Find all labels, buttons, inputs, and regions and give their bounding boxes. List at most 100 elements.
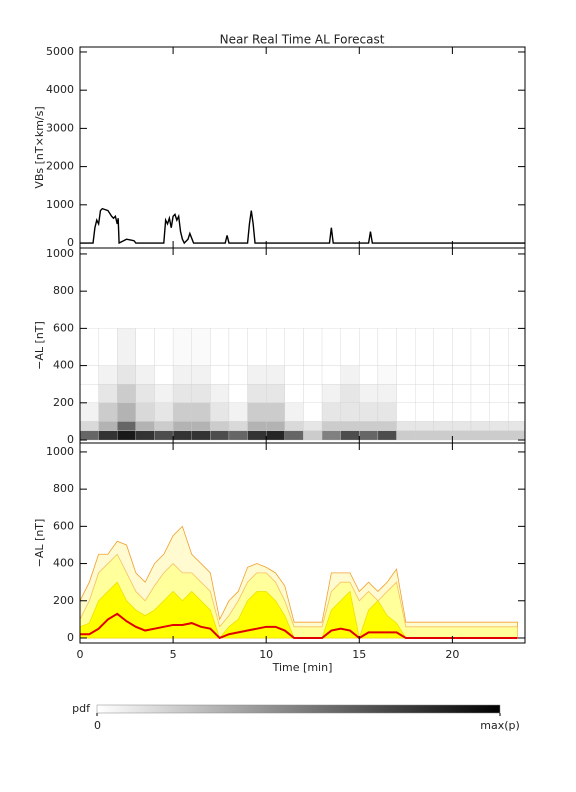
colorbar-tick-label: max(p)	[480, 719, 520, 732]
heatmap-cell	[414, 430, 434, 441]
x-tick-label: 20	[445, 648, 459, 661]
heatmap-cell	[247, 402, 267, 422]
x-axis-label: Time [min]	[272, 661, 333, 674]
heatmap-cell	[377, 430, 397, 441]
y-tick-label: 0	[67, 236, 74, 249]
chart-title: Near Real Time AL Forecast	[220, 33, 385, 47]
heatmap-cell	[210, 402, 230, 422]
heatmap-cell	[117, 430, 137, 441]
heatmap-cell	[154, 365, 174, 385]
heatmap-cell	[359, 328, 379, 366]
heatmap-cell	[266, 384, 285, 403]
y-tick-label: 1000	[46, 445, 74, 458]
heatmap-cell	[172, 384, 192, 403]
heatmap-cell	[117, 365, 137, 385]
y-tick-label: 600	[53, 519, 74, 532]
heatmap-cell	[210, 365, 230, 385]
y-tick-label: 0	[67, 631, 74, 644]
colorbar-tick-label: 0	[94, 719, 101, 732]
heatmap-cell	[414, 421, 434, 431]
heatmap-cell	[377, 384, 397, 403]
heatmap-cell	[303, 328, 323, 366]
heatmap-cell	[470, 421, 490, 431]
heatmap-cell	[117, 421, 137, 431]
heatmap-cell	[154, 421, 174, 431]
heatmap-cell	[266, 328, 285, 366]
heatmap-cell	[508, 402, 526, 422]
heatmap-cell	[79, 402, 99, 422]
heatmap-cell	[154, 430, 174, 441]
heatmap-cell	[228, 402, 248, 422]
heatmap-cell	[266, 402, 285, 422]
y-tick-label: 800	[53, 482, 74, 495]
heatmap-cell	[470, 328, 490, 366]
heatmap-cell	[414, 328, 434, 366]
heatmap-cell	[135, 365, 155, 385]
heatmap-cell	[508, 365, 526, 385]
heatmap-cell	[321, 328, 341, 366]
heatmap-cell	[396, 430, 416, 441]
heatmap-cell	[228, 365, 248, 385]
heatmap-cell	[172, 430, 192, 441]
heatmap-cell	[470, 365, 490, 385]
heatmap-cell	[489, 365, 509, 385]
heatmap-cell	[470, 384, 490, 403]
x-tick-label: 5	[170, 648, 177, 661]
heatmap-cell	[154, 384, 174, 403]
heatmap-cell	[135, 328, 155, 366]
y-tick-label: 1000	[46, 198, 74, 211]
heatmap-cell	[98, 384, 118, 403]
heatmap-cell	[414, 402, 434, 422]
heatmap-cell	[79, 421, 99, 431]
panel-frame	[79, 46, 526, 249]
heatmap-cell	[489, 384, 509, 403]
heatmap-cell	[433, 328, 453, 366]
heatmap-cell	[489, 421, 509, 431]
heatmap-cell	[321, 365, 341, 385]
y-tick-label: 0	[67, 433, 74, 446]
heatmap-cell	[508, 421, 526, 431]
heatmap-cell	[303, 421, 323, 431]
heatmap-cell	[247, 384, 267, 403]
heatmap-cell	[470, 402, 490, 422]
heatmap-cell	[135, 402, 155, 422]
heatmap-cell	[340, 384, 360, 403]
heatmap-cell	[135, 430, 155, 441]
y-tick-label: 400	[53, 359, 74, 372]
heatmap-cell	[117, 328, 137, 366]
heatmap-cell	[452, 402, 472, 422]
colorbar	[96, 704, 501, 714]
heatmap-cell	[79, 430, 99, 441]
data-line	[80, 207, 525, 245]
heatmap-cell	[321, 384, 341, 403]
heatmap-cell	[489, 402, 509, 422]
heatmap-cell	[210, 421, 230, 431]
y-axis-label: −AL [nT]	[33, 519, 46, 568]
heatmap-cell	[228, 328, 248, 366]
x-tick-label: 0	[77, 648, 84, 661]
x-tick-label: 15	[352, 648, 366, 661]
heatmap-cell	[359, 430, 379, 441]
heatmap-cell	[247, 421, 267, 431]
heatmap-cell	[117, 384, 137, 403]
heatmap-cell	[433, 384, 453, 403]
colorbar-title: pdf	[72, 702, 91, 715]
heatmap-cell	[452, 328, 472, 366]
y-tick-label: 800	[53, 284, 74, 297]
heatmap-cell	[377, 328, 397, 366]
heatmap-cell	[172, 328, 192, 366]
heatmap-cell	[191, 328, 211, 366]
heatmap-cell	[191, 402, 211, 422]
heatmap-cell	[98, 430, 118, 441]
heatmap-cell	[433, 365, 453, 385]
heatmap-cell	[414, 384, 434, 403]
heatmap-cell	[210, 384, 230, 403]
heatmap-cell	[340, 421, 360, 431]
heatmap-cell	[340, 328, 360, 366]
heatmap-cell	[98, 328, 118, 366]
heatmap-cell	[508, 328, 526, 366]
heatmap-cell	[154, 328, 174, 366]
heatmap-cell	[303, 402, 323, 422]
y-axis-label: VBs [nT×km/s]	[33, 106, 46, 188]
